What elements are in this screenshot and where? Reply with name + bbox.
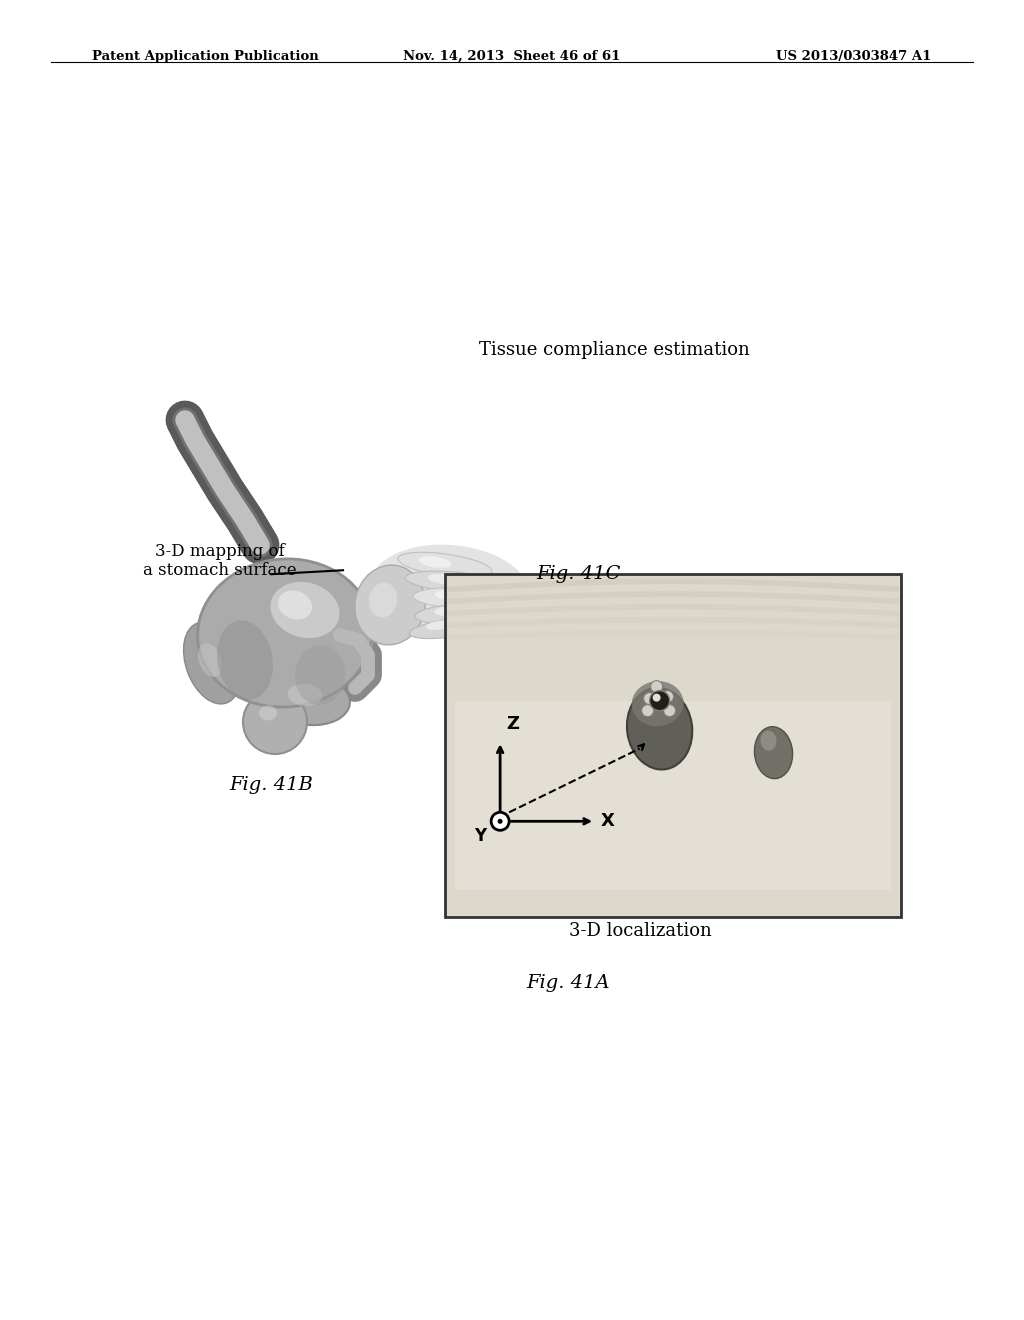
Circle shape (652, 693, 660, 702)
Ellipse shape (406, 572, 505, 593)
Ellipse shape (755, 727, 793, 779)
Ellipse shape (398, 552, 493, 578)
Ellipse shape (761, 731, 776, 751)
Text: X: X (601, 812, 615, 830)
Ellipse shape (288, 684, 323, 706)
Text: Y: Y (474, 828, 486, 845)
Ellipse shape (428, 574, 463, 585)
Circle shape (664, 705, 676, 717)
Text: 3-D mapping of
a stomach surface: 3-D mapping of a stomach surface (143, 543, 297, 579)
Circle shape (649, 690, 670, 710)
Ellipse shape (295, 645, 345, 705)
Text: Fig. 41C: Fig. 41C (537, 565, 621, 583)
Ellipse shape (198, 558, 373, 708)
Text: 3-D localization: 3-D localization (568, 921, 712, 940)
Ellipse shape (435, 590, 469, 601)
Polygon shape (200, 565, 380, 705)
Ellipse shape (217, 620, 273, 700)
Ellipse shape (198, 643, 222, 677)
Circle shape (243, 690, 307, 754)
Ellipse shape (434, 606, 466, 616)
Bar (456, 701, 891, 890)
Ellipse shape (413, 587, 511, 609)
Bar (445, 574, 901, 917)
Circle shape (662, 690, 674, 702)
Ellipse shape (419, 556, 452, 568)
Ellipse shape (278, 590, 312, 619)
Text: Tissue compliance estimation: Tissue compliance estimation (479, 341, 750, 359)
Text: Nov. 14, 2013  Sheet 46 of 61: Nov. 14, 2013 Sheet 46 of 61 (403, 50, 621, 63)
Ellipse shape (270, 582, 340, 638)
Ellipse shape (259, 705, 278, 721)
Circle shape (650, 681, 663, 693)
Ellipse shape (415, 603, 505, 624)
Text: US 2013/0303847 A1: US 2013/0303847 A1 (776, 50, 932, 63)
Ellipse shape (410, 618, 490, 639)
Ellipse shape (183, 622, 241, 704)
Ellipse shape (426, 620, 455, 630)
Circle shape (498, 818, 503, 824)
Text: Fig. 41A: Fig. 41A (526, 974, 610, 993)
Ellipse shape (355, 565, 425, 645)
Ellipse shape (369, 582, 397, 618)
Circle shape (492, 812, 509, 830)
Ellipse shape (627, 688, 692, 770)
Circle shape (642, 705, 653, 717)
Circle shape (644, 693, 655, 705)
Ellipse shape (632, 681, 684, 726)
Ellipse shape (270, 675, 350, 725)
Ellipse shape (371, 545, 529, 635)
Text: Patent Application Publication: Patent Application Publication (92, 50, 318, 63)
Text: Fig. 41B: Fig. 41B (229, 776, 313, 795)
Text: Z: Z (506, 715, 519, 734)
